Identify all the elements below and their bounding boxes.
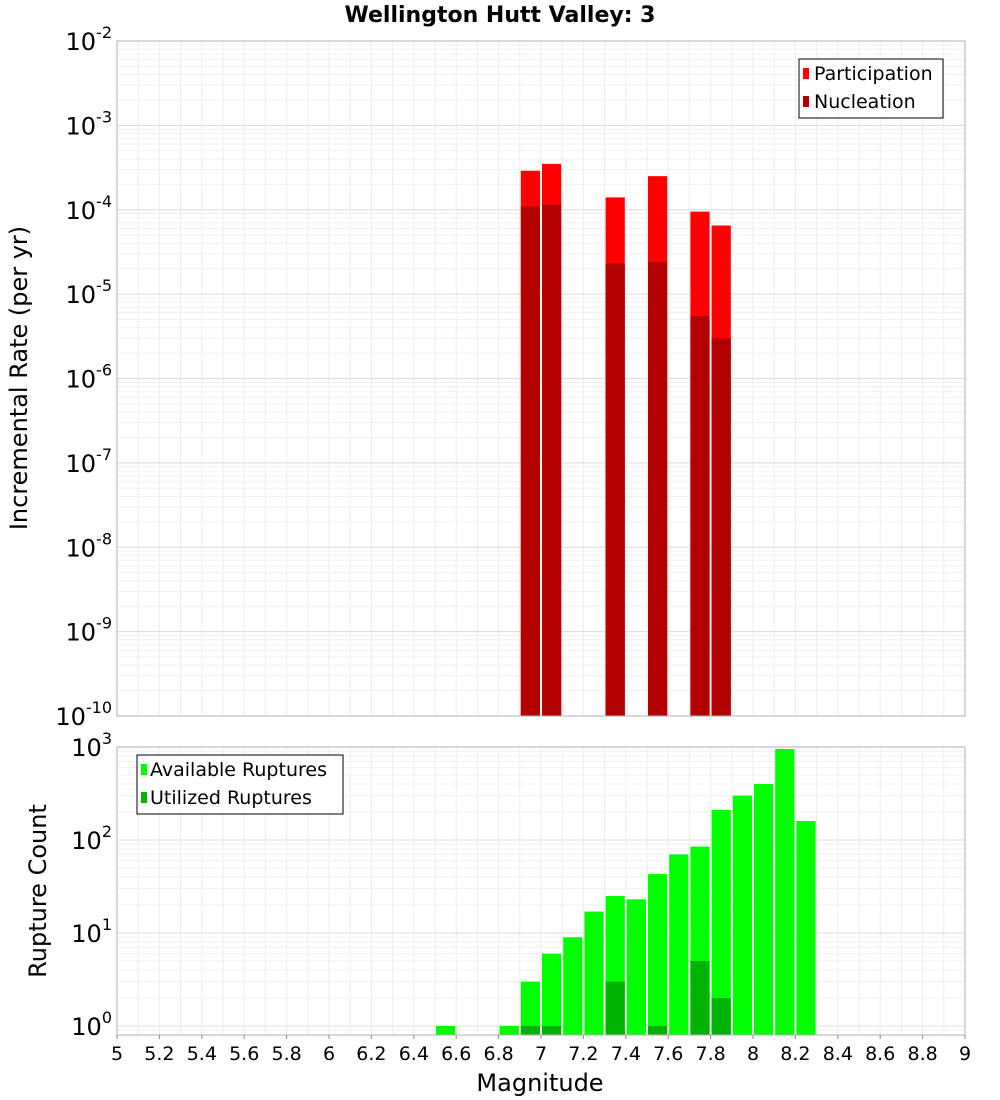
rate-legend: Participation Nucleation	[798, 58, 944, 119]
available-ruptures-bar	[563, 937, 583, 1035]
available-ruptures-bar	[669, 854, 689, 1035]
x-tick-label: 8	[747, 1043, 759, 1065]
x-tick-label: 5.8	[271, 1043, 301, 1065]
x-tick-label: 6	[323, 1043, 335, 1065]
rate-legend-box	[798, 58, 944, 119]
x-tick-label: 7.4	[611, 1043, 641, 1065]
available-legend-swatch	[141, 764, 147, 775]
utilized-ruptures-bar	[605, 981, 625, 1035]
utilized-legend-label: Utilized Ruptures	[150, 787, 312, 809]
rate-plot-border	[116, 40, 966, 717]
nucleation-legend-label: Nucleation	[814, 91, 916, 113]
count-legend: Available Ruptures Utilized Ruptures	[136, 754, 344, 815]
utilized-ruptures-bar	[520, 1025, 540, 1035]
available-ruptures-bar	[796, 821, 816, 1035]
available-ruptures-bar	[626, 899, 646, 1035]
count-legend-box	[136, 754, 344, 815]
available-ruptures-bar	[584, 911, 604, 1035]
utilized-ruptures-bar	[542, 1025, 562, 1035]
available-legend-label: Available Ruptures	[150, 759, 327, 781]
x-tick-label: 6.4	[399, 1043, 429, 1065]
x-tick-label: 6.2	[356, 1043, 386, 1065]
available-ruptures-bar	[732, 795, 752, 1035]
x-tick-label: 9	[959, 1043, 971, 1065]
nucleation-legend-swatch	[803, 96, 809, 107]
x-tick-label: 5	[111, 1043, 123, 1065]
x-tick-label: 5.4	[187, 1043, 217, 1065]
x-tick-label: 8.2	[780, 1043, 810, 1065]
x-tick-label: 6.8	[483, 1043, 513, 1065]
available-ruptures-bar	[499, 1025, 519, 1035]
utilized-ruptures-bar	[648, 1025, 668, 1035]
rate-y-tick-label: 10-9	[66, 614, 113, 647]
count-y-tick-label: 101	[71, 915, 112, 948]
rate-y-tick-label: 10-3	[66, 107, 113, 140]
x-tick-label: 8.6	[865, 1043, 895, 1065]
utilized-legend-swatch	[141, 792, 147, 803]
rate-y-tick-label: 10-2	[66, 23, 113, 56]
nucleation-bar	[605, 263, 625, 716]
nucleation-bar	[690, 316, 710, 716]
rate-y-tick-label: 10-6	[66, 361, 113, 394]
participation-legend-swatch	[803, 68, 809, 79]
x-tick-label: 5.6	[229, 1043, 259, 1065]
rate-y-tick-label: 10-7	[66, 445, 113, 478]
count-panel: 100 101 102 103 5 5.2 5.4 5.6 5.8 6 6.2 6.4 6.6 6.8 7…	[24, 729, 971, 1097]
rate-y-axis-label: Incremental Rate (per yr)	[5, 226, 33, 530]
nucleation-bar	[711, 338, 731, 716]
count-y-tick-label: 102	[71, 822, 112, 855]
x-tick-label: 6.6	[441, 1043, 471, 1065]
x-tick-label: 8.8	[907, 1043, 937, 1065]
available-ruptures-bar	[711, 810, 731, 1035]
available-ruptures-bar	[754, 784, 774, 1035]
x-tick-label: 7.8	[695, 1043, 725, 1065]
nucleation-bar	[648, 262, 668, 716]
x-tick-label: 8.4	[823, 1043, 853, 1065]
x-tick-label: 7	[535, 1043, 547, 1065]
count-y-tick-label: 100	[71, 1008, 112, 1041]
chart-title: Wellington Hutt Valley: 3	[345, 3, 656, 28]
rate-y-tick-label: 10-10	[55, 698, 112, 731]
rate-y-tick-label: 10-8	[66, 529, 113, 562]
x-tick-label: 5.2	[144, 1043, 174, 1065]
count-y-axis-label: Rupture Count	[24, 804, 52, 978]
nucleation-bar	[520, 206, 540, 716]
rate-y-tick-label: 10-4	[66, 192, 113, 225]
x-tick-label: 7.6	[653, 1043, 683, 1065]
rate-y-tick-label: 10-5	[66, 276, 113, 309]
utilized-ruptures-bar	[711, 997, 731, 1035]
available-ruptures-bar	[520, 981, 540, 1035]
x-tick-label: 7.2	[568, 1043, 598, 1065]
utilized-ruptures-bar	[690, 960, 710, 1035]
rate-panel: 10-10 10-9 10-8 10-7 10-6 10-5 10-4 10-3 10-2 In…	[5, 23, 966, 731]
available-ruptures-bar	[775, 749, 795, 1035]
nucleation-bar	[542, 204, 562, 717]
available-ruptures-bar	[542, 953, 562, 1035]
available-ruptures-bar	[648, 874, 668, 1035]
participation-legend-label: Participation	[814, 63, 933, 85]
available-ruptures-bar	[436, 1025, 456, 1035]
count-y-tick-label: 103	[71, 729, 112, 762]
x-axis-label: Magnitude	[476, 1069, 603, 1097]
